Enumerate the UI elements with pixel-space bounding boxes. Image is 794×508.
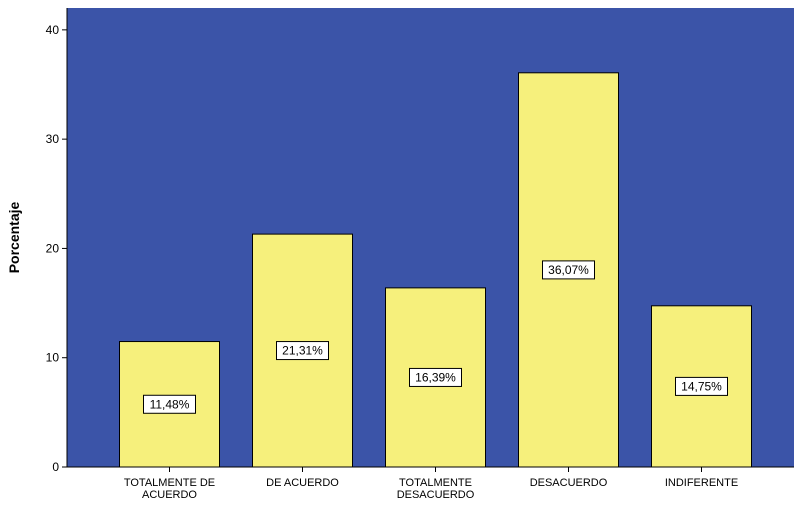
x-tick-label: DESACUERDO	[530, 477, 608, 489]
x-tick-label: DE ACUERDO	[266, 477, 339, 489]
data-label-text: 16,39%	[415, 370, 456, 384]
data-label-box	[143, 394, 196, 414]
y-tick-label: 40	[46, 23, 60, 37]
y-axis: 0 10 20 30 40	[46, 8, 68, 474]
data-label-text: 36,07%	[548, 263, 589, 277]
data-label-2: 16,39%	[409, 367, 462, 387]
y-tick-label: 10	[46, 351, 60, 365]
x-axis: TOTALMENTE DE ACUERDO DE ACUERDO TOTALMENTE…	[67, 466, 794, 501]
x-tick-label: TOTALMENTE DE ACUERDO	[124, 477, 215, 501]
y-tick-label: 20	[46, 241, 60, 255]
x-tick-label: TOTALMENTE DESACUERDO	[397, 477, 475, 501]
y-tick-label: 30	[46, 132, 60, 146]
data-label-text: 11,48%	[150, 397, 190, 411]
data-label-0: 11,48%	[143, 394, 196, 414]
data-label-text: 14,75%	[681, 379, 722, 393]
x-tick-label: INDIFERENTE	[665, 477, 738, 489]
data-labels-group: 11,48% 21,31% 16,39% 36,07% 14,75%	[143, 260, 728, 414]
data-label-box	[276, 341, 329, 361]
data-label-box	[542, 260, 595, 280]
data-label-text: 21,31%	[282, 344, 323, 358]
data-label-1: 21,31%	[276, 341, 329, 361]
data-label-box	[675, 376, 728, 396]
data-label-4: 14,75%	[675, 376, 728, 396]
y-tick-label: 0	[52, 460, 59, 474]
data-label-box	[409, 367, 462, 387]
data-label-3: 36,07%	[542, 260, 595, 280]
y-axis-label: Porcentaje	[6, 201, 22, 273]
